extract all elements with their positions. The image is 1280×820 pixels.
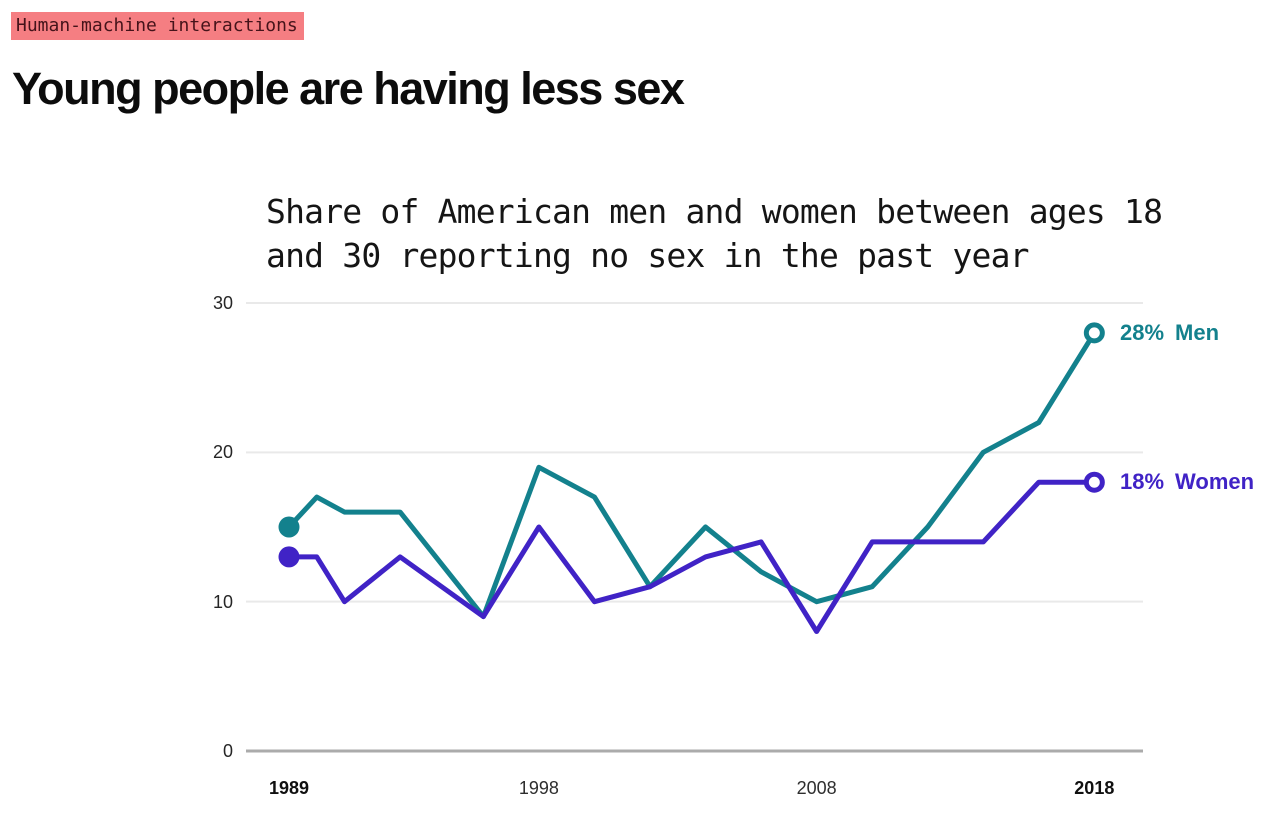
women-line — [286, 479, 1097, 634]
women-end-marker — [1083, 471, 1105, 493]
x-tick-label: 1998 — [518, 778, 559, 798]
y-tick-label: 20 — [212, 442, 233, 463]
men-start-dot — [278, 516, 300, 538]
men-line — [286, 330, 1097, 620]
x-tick-label: 2008 — [796, 778, 837, 798]
category-tag: Human-machine interactions — [11, 12, 304, 40]
women-start-dot — [278, 546, 300, 568]
y-tick-label: 0 — [222, 741, 233, 761]
chart-title: Share of American men and women between … — [266, 192, 1163, 275]
women-series-label: 18% Women — [1120, 469, 1254, 495]
article-title: Young people are having less sex — [12, 63, 685, 114]
men-end-marker — [1083, 322, 1105, 344]
women-series-name: Women — [1175, 469, 1255, 495]
men-series-name: Men — [1175, 319, 1220, 345]
x-tick-label: 2018 — [1074, 778, 1115, 798]
men-end-value: 28% — [1120, 319, 1165, 345]
y-tick-label: 10 — [212, 591, 233, 612]
y-tick-label: 30 — [212, 293, 233, 313]
x-tick-label: 1989 — [268, 778, 310, 798]
women-end-value: 18% — [1120, 469, 1165, 495]
men-series-label: 28% Men — [1120, 320, 1219, 346]
